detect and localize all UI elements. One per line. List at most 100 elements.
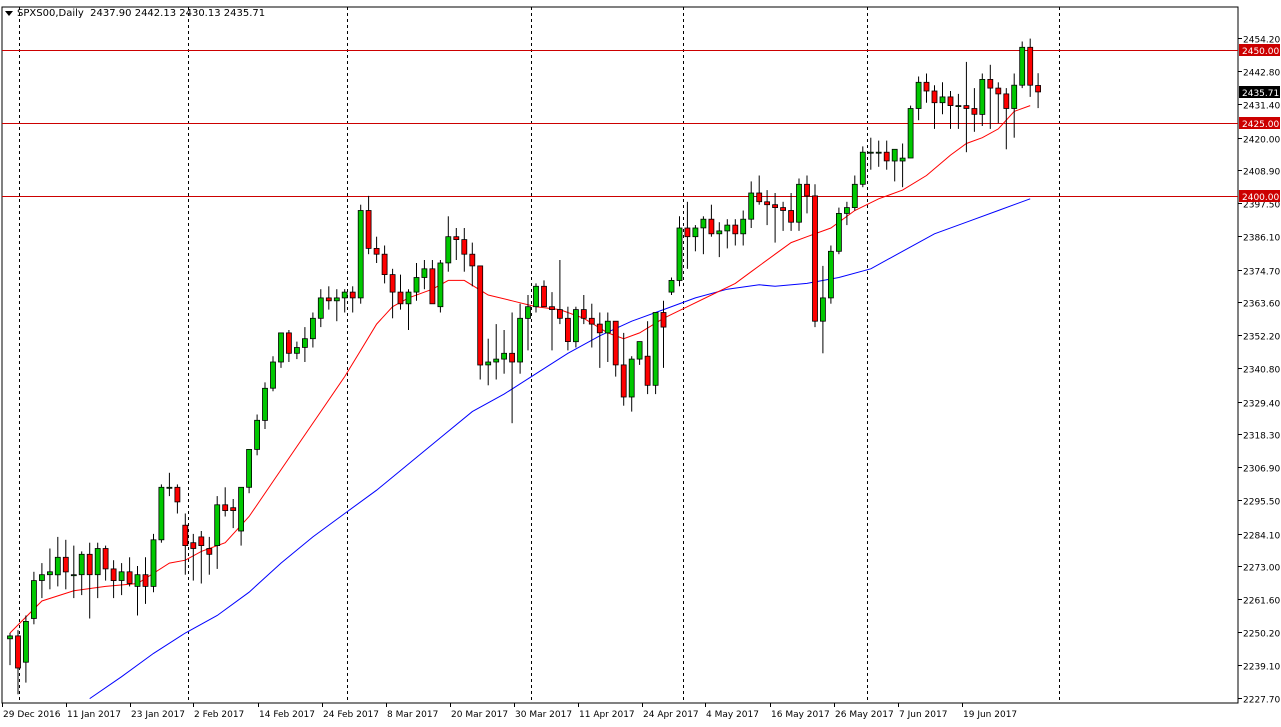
candle-bear [206, 548, 213, 555]
candle-bear [580, 309, 587, 319]
candle-bull [867, 151, 874, 154]
candle-bear [142, 574, 149, 587]
x-tick-label: 29 Dec 2016 [3, 710, 61, 720]
candle-bear [373, 247, 380, 255]
candle-bull [828, 250, 834, 299]
candle-bear [62, 556, 69, 573]
candle-bull [700, 218, 707, 229]
x-tick-label: 8 Mar 2017 [387, 710, 438, 720]
y-tick-label: 2431.40 [1243, 102, 1280, 112]
y-tick-label: 2306.90 [1243, 465, 1280, 475]
candle-bear [126, 571, 133, 584]
candle-bull [692, 227, 699, 238]
candle-bull [1019, 46, 1026, 86]
candle-bear [381, 253, 388, 275]
candle-bull [270, 361, 276, 389]
candle-bear [429, 268, 436, 305]
x-tick-label: 2 Feb 2017 [194, 710, 244, 720]
candle-bull [30, 580, 37, 619]
candle-bear [644, 355, 651, 386]
candle-bull [22, 621, 29, 663]
candle-bull [485, 361, 492, 366]
ohlc-values: 2437.90 2442.13 2430.13 2435.71 [90, 8, 266, 19]
y-tick-label: 2442.80 [1243, 69, 1280, 79]
y-tick-label: 2239.10 [1243, 663, 1280, 673]
candle-bull [134, 574, 141, 587]
x-tick-label: 26 May 2017 [835, 710, 894, 720]
candle-bull [955, 105, 962, 107]
chart-title: SPXS00,Daily 2437.90 2442.13 2430.13 243… [5, 8, 265, 19]
candle-bull [238, 486, 245, 532]
candle-bull [740, 218, 747, 235]
candle-bear [325, 297, 332, 302]
candle-bull [437, 262, 444, 308]
candle-bull [836, 212, 842, 252]
x-tick-label: 20 Mar 2017 [451, 710, 508, 720]
candle-bull [7, 635, 13, 640]
candle-bear [1035, 85, 1041, 93]
candle-bull [246, 448, 253, 488]
candle-bear [509, 352, 516, 363]
candle-bull [907, 108, 914, 159]
dropdown-arrow-icon[interactable] [5, 10, 13, 16]
candle-bull [844, 207, 850, 214]
candle-bull [533, 285, 539, 308]
candle-bear [947, 96, 954, 107]
x-tick-label: 19 Jun 2017 [963, 710, 1017, 720]
candle-bear [764, 201, 770, 206]
candle-bear [110, 568, 117, 582]
candle-bull [915, 81, 922, 109]
candle-bull [628, 358, 635, 398]
candle-bear [588, 317, 595, 325]
candle-bear [788, 210, 794, 223]
candle-bear [995, 87, 1002, 95]
y-tick-label: 2386.10 [1243, 234, 1280, 244]
y-tick-label: 2273.00 [1243, 564, 1280, 574]
candle-bull [309, 317, 316, 340]
candle-bear [565, 317, 571, 342]
candle-bear [349, 291, 356, 299]
candle-bull [254, 419, 261, 450]
candle-bear [812, 195, 818, 322]
candle-bear [612, 320, 619, 366]
candle-bull [262, 387, 268, 421]
y-tick-label: 2250.20 [1243, 630, 1280, 640]
level-price-label: 2425.00 [1242, 120, 1279, 130]
candle-bear [708, 218, 715, 235]
candle-bear [389, 274, 396, 293]
candle-bull [573, 309, 579, 343]
candle-bull [214, 504, 221, 546]
candle-bull [676, 227, 683, 281]
candle-bull [525, 306, 531, 319]
y-tick-label: 2329.40 [1243, 400, 1280, 410]
candle-bear [1003, 93, 1010, 109]
candle-bull [517, 317, 523, 363]
candle-bull [317, 297, 324, 319]
y-tick-label: 2374.70 [1243, 268, 1280, 278]
y-tick-label: 2363.60 [1243, 300, 1280, 310]
y-tick-label: 2408.90 [1243, 168, 1280, 178]
y-tick-label: 2352.20 [1243, 333, 1280, 343]
candle-bear [453, 236, 460, 240]
candle-bear [931, 90, 938, 104]
y-tick-label: 2261.60 [1243, 597, 1280, 607]
candle-bull [70, 574, 77, 577]
candle-bull [493, 358, 500, 363]
candle-bull [899, 157, 906, 162]
candle-bear [923, 81, 930, 92]
candle-bull [118, 571, 125, 581]
candle-bull [891, 148, 898, 162]
candle-bear [971, 108, 978, 115]
candle-bull [357, 210, 364, 299]
y-tick-label: 2454.20 [1243, 36, 1280, 46]
moving-average-slow [89, 198, 1031, 700]
candle-bear [86, 553, 93, 576]
x-tick-label: 11 Jan 2017 [67, 710, 121, 720]
candle-bear [660, 312, 667, 328]
y-tick-label: 2295.50 [1243, 498, 1280, 508]
candle-bull [636, 341, 643, 360]
candle-bull [939, 96, 946, 104]
candle-bear [883, 151, 890, 162]
